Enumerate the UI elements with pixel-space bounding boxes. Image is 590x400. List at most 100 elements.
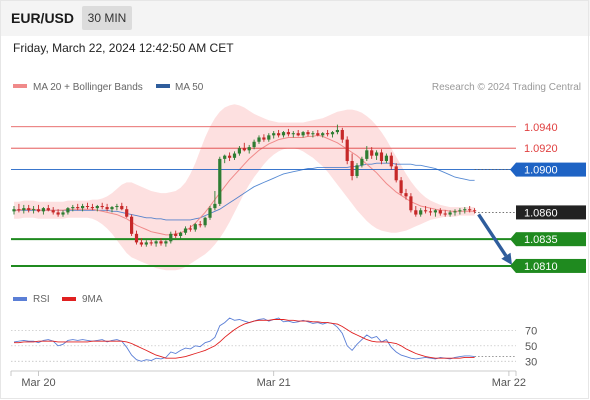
ma20-line: [14, 134, 475, 236]
candle: [134, 230, 139, 245]
x-axis-label-2: Mar 22: [492, 377, 526, 389]
legend-label-ma50: MA 50: [175, 82, 204, 93]
candle: [414, 205, 418, 217]
candle: [296, 129, 300, 137]
candle-body: [296, 133, 300, 136]
candle-body: [370, 150, 374, 156]
candle-body: [198, 224, 202, 226]
candle-body: [51, 210, 55, 213]
candle-body: [81, 205, 85, 209]
candle: [76, 203, 80, 211]
candle-body: [66, 208, 70, 213]
candle: [179, 231, 183, 240]
candle: [267, 133, 271, 142]
candle-body: [463, 209, 467, 211]
candle: [169, 231, 173, 244]
candle-body: [306, 132, 310, 135]
forecast-arrow-head: [501, 252, 512, 265]
candle-body: [448, 212, 452, 215]
legend-label-rsi: RSI: [33, 294, 50, 305]
candle: [365, 146, 369, 162]
candle-body: [179, 232, 183, 236]
candle: [164, 240, 168, 247]
candle: [389, 152, 393, 170]
candle-body: [154, 241, 158, 244]
candle-body: [232, 153, 237, 158]
candle-body: [71, 207, 75, 209]
last-price-tag: [516, 205, 586, 220]
rsi-tick-70: 70: [525, 325, 537, 337]
candle: [453, 209, 457, 216]
resistance-label-1: 1.0920: [524, 143, 558, 155]
candle-body: [428, 211, 433, 213]
candle: [71, 204, 75, 212]
candle-body: [409, 196, 413, 211]
candle-body: [56, 212, 60, 215]
candle-body: [458, 210, 462, 212]
candle-body: [90, 207, 94, 209]
candle-body: [340, 129, 344, 140]
candle: [438, 208, 442, 216]
candle-body: [419, 210, 423, 215]
candle: [149, 239, 153, 246]
candle: [326, 129, 330, 137]
candle-body: [22, 208, 26, 211]
candle-body: [247, 147, 251, 151]
candle-body: [144, 242, 148, 245]
resistance-label-0: 1.0940: [524, 122, 558, 134]
support-label-4: 1.0835: [524, 234, 558, 246]
candle: [242, 142, 246, 152]
candle: [27, 204, 31, 213]
candle-body: [414, 210, 418, 215]
candle-body: [345, 139, 349, 162]
support-tag-pointer-4: [510, 232, 516, 247]
rsi-9ma-line: [14, 319, 475, 359]
candle: [12, 205, 16, 215]
candle-body: [281, 132, 286, 136]
candle-body: [213, 203, 217, 209]
candle: [105, 203, 109, 212]
candle-body: [36, 209, 41, 212]
candle-body: [32, 209, 36, 211]
timestamp: Friday, March 22, 2024 12:42:50 AM CET: [13, 41, 234, 55]
candle-body: [443, 213, 447, 215]
x-axis-label-1: Mar 21: [257, 377, 291, 389]
main-legend: MA 20 + Bollinger Bands MA 50 Research ©…: [13, 82, 581, 93]
legend-swatch-rsi: [13, 297, 27, 301]
candle-body: [394, 166, 398, 181]
candle-body: [321, 133, 325, 136]
rsi-line: [13, 317, 475, 362]
candle: [198, 220, 202, 228]
candle-body: [257, 137, 261, 142]
candle-body: [85, 205, 90, 208]
candle-body: [149, 242, 153, 244]
candle: [154, 240, 158, 247]
candle-body: [203, 217, 207, 226]
candle: [424, 205, 428, 214]
candle-body: [169, 233, 173, 242]
candle-body: [110, 207, 114, 210]
bollinger-band: [14, 104, 475, 271]
candle-body: [139, 242, 143, 245]
candle-body: [130, 216, 134, 234]
candle-body: [301, 132, 305, 136]
timeframe-button[interactable]: 30 MIN: [82, 6, 132, 30]
candle-body: [252, 141, 256, 148]
legend-swatch-ma20: [13, 84, 27, 88]
candle-body: [228, 155, 232, 158]
ma50-line: [14, 162, 475, 221]
candle-body: [76, 207, 80, 209]
candle-body: [389, 155, 393, 167]
legend-label-9ma: 9MA: [82, 294, 103, 305]
candle: [394, 163, 398, 183]
candle-body: [335, 129, 339, 133]
pivot-tag-2: [516, 162, 586, 177]
candle: [139, 238, 143, 247]
candle-body: [330, 132, 335, 135]
candle: [473, 208, 477, 214]
candle: [174, 230, 178, 239]
rsi-legend: RSI 9MA: [13, 294, 103, 305]
legend-swatch-ma50: [156, 84, 170, 88]
candle-body: [218, 158, 222, 204]
candle: [66, 207, 70, 215]
